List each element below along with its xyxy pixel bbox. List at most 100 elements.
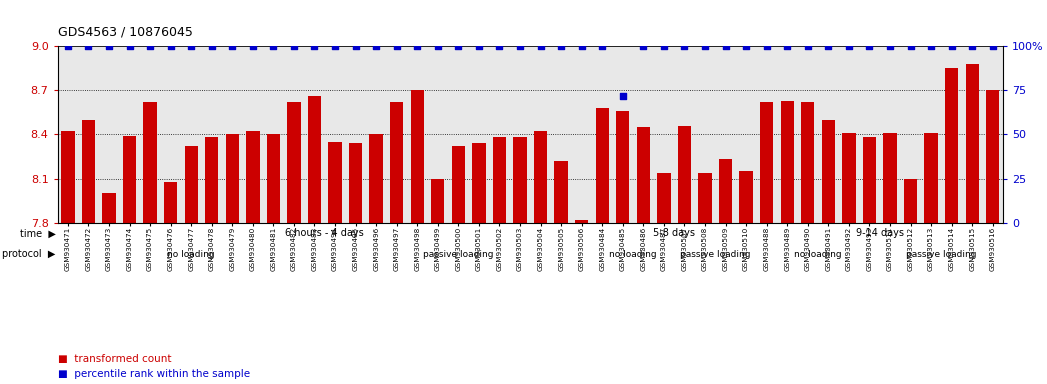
Bar — [596, 108, 609, 223]
Bar — [658, 173, 670, 223]
Text: 6 hours - 4 days: 6 hours - 4 days — [286, 228, 364, 238]
Point — [738, 43, 755, 49]
Bar — [410, 90, 424, 223]
Bar — [122, 136, 136, 223]
Point — [491, 43, 508, 49]
Text: 9-14 days: 9-14 days — [855, 228, 904, 238]
Point — [820, 43, 837, 49]
Text: passive loading: passive loading — [423, 250, 493, 259]
Point — [388, 43, 405, 49]
Point — [634, 43, 651, 49]
Point — [244, 43, 261, 49]
Point — [553, 43, 570, 49]
Bar — [904, 179, 917, 223]
Bar — [677, 126, 691, 223]
Point — [903, 43, 919, 49]
Bar — [164, 182, 177, 223]
Bar — [370, 134, 383, 223]
Bar — [308, 96, 321, 223]
Point — [841, 43, 857, 49]
Point — [984, 43, 1001, 49]
Bar — [739, 171, 753, 223]
Point — [532, 43, 549, 49]
Point — [141, 43, 158, 49]
Text: no loading: no loading — [609, 250, 656, 259]
Bar — [822, 120, 836, 223]
Point — [306, 43, 322, 49]
Bar — [863, 137, 876, 223]
Point — [60, 43, 76, 49]
Point — [655, 43, 672, 49]
Point — [943, 43, 960, 49]
Point — [964, 43, 981, 49]
Text: no loading: no loading — [168, 250, 215, 259]
Bar — [451, 146, 465, 223]
Point — [450, 43, 467, 49]
Bar — [575, 220, 588, 223]
Text: passive loading: passive loading — [906, 250, 977, 259]
Point — [80, 43, 96, 49]
Point — [162, 43, 179, 49]
Bar — [287, 102, 300, 223]
Bar — [225, 134, 239, 223]
Bar — [472, 143, 486, 223]
Point — [286, 43, 303, 49]
Bar — [945, 68, 958, 223]
Bar — [391, 102, 403, 223]
Point — [121, 43, 138, 49]
Point — [203, 43, 220, 49]
Point — [717, 43, 734, 49]
Point — [101, 43, 117, 49]
Text: 5-8 days: 5-8 days — [653, 228, 695, 238]
Bar — [61, 131, 74, 223]
Bar — [555, 161, 567, 223]
Bar — [267, 134, 280, 223]
Point — [512, 43, 529, 49]
Text: passive loading: passive loading — [681, 250, 751, 259]
Point — [367, 43, 384, 49]
Bar — [82, 120, 95, 223]
Point — [800, 43, 817, 49]
Point — [224, 43, 241, 49]
Point — [183, 43, 200, 49]
Point — [922, 43, 939, 49]
Point — [327, 43, 343, 49]
Bar — [637, 127, 650, 223]
Text: ■  transformed count: ■ transformed count — [58, 354, 171, 364]
Bar — [143, 102, 157, 223]
Point — [348, 43, 364, 49]
Text: protocol  ▶: protocol ▶ — [2, 249, 55, 260]
Bar — [205, 137, 219, 223]
Bar — [965, 64, 979, 223]
Text: GDS4563 / 10876045: GDS4563 / 10876045 — [58, 25, 193, 38]
Point — [409, 43, 426, 49]
Bar — [329, 142, 341, 223]
Bar — [431, 179, 445, 223]
Bar — [986, 90, 1000, 223]
Bar — [801, 102, 815, 223]
Bar — [349, 143, 362, 223]
Bar — [493, 137, 506, 223]
Bar — [246, 131, 260, 223]
Point — [574, 43, 591, 49]
Point — [882, 43, 898, 49]
Bar — [534, 131, 548, 223]
Point — [861, 43, 877, 49]
Bar — [884, 133, 896, 223]
Text: no loading: no loading — [795, 250, 842, 259]
Point — [265, 43, 282, 49]
Point — [470, 43, 487, 49]
Bar — [184, 146, 198, 223]
Point — [594, 43, 610, 49]
Point — [696, 43, 713, 49]
Bar — [513, 137, 527, 223]
Bar — [925, 133, 938, 223]
Bar — [698, 173, 712, 223]
Point — [779, 43, 796, 49]
Point — [758, 43, 775, 49]
Point — [676, 43, 693, 49]
Bar — [842, 133, 855, 223]
Text: ■  percentile rank within the sample: ■ percentile rank within the sample — [58, 369, 250, 379]
Bar — [781, 101, 794, 223]
Bar — [719, 159, 732, 223]
